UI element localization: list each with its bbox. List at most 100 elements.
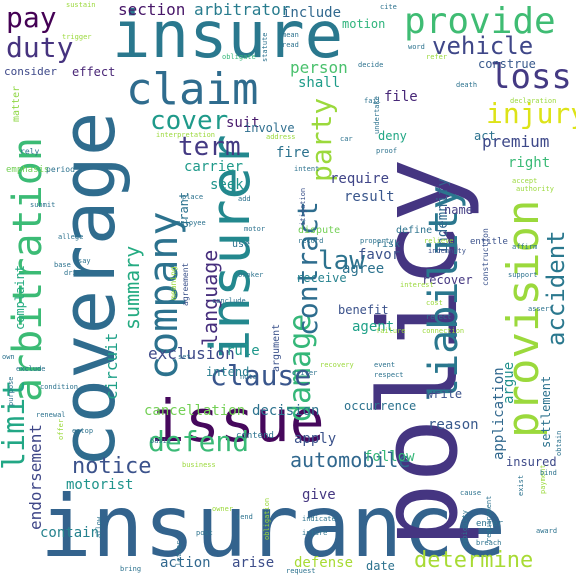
cloud-word: emphasis	[6, 165, 50, 175]
cloud-word: use	[232, 239, 251, 250]
cloud-word: carrier	[184, 159, 244, 175]
cloud-word: rule	[226, 343, 260, 359]
cloud-word: relieve	[424, 237, 454, 245]
cloud-word: respect	[374, 371, 404, 379]
cloud-word: say	[78, 257, 91, 265]
cloud-word: circuit	[102, 332, 121, 400]
cloud-word: person	[290, 58, 348, 77]
cloud-word: involve	[244, 121, 295, 135]
cloud-word: injure	[302, 529, 328, 537]
cloud-word: arbitrator	[194, 0, 291, 19]
cloud-word: estop	[72, 427, 94, 435]
cloud-word: write	[426, 387, 463, 401]
cloud-word: owner	[212, 505, 234, 513]
cloud-word: own	[2, 353, 15, 361]
cloud-word: authority	[516, 185, 554, 193]
cloud-word: connection	[422, 327, 465, 335]
cloud-word: entitle	[470, 237, 508, 247]
cloud-word: benefit	[338, 303, 389, 317]
cloud-word: act	[474, 129, 496, 143]
cloud-word: favor	[358, 247, 401, 263]
cloud-word: deny	[378, 129, 407, 143]
cloud-word: litigation	[299, 187, 307, 230]
cloud-word: matter	[11, 85, 22, 122]
cloud-word: obligate	[222, 53, 256, 61]
cloud-word: contend	[236, 431, 274, 441]
cloud-word: shall	[298, 75, 341, 91]
cloud-word: recovery	[320, 361, 354, 369]
cloud-word: provide	[404, 1, 556, 42]
cloud-word: obtain	[555, 430, 563, 456]
cloud-word: risk	[376, 239, 401, 250]
cloud-word: rely	[20, 147, 40, 156]
cloud-word: obligation	[263, 497, 271, 540]
cloud-word: post	[196, 529, 213, 537]
cloud-word: cover	[150, 106, 229, 136]
cloud-word: word	[408, 43, 425, 51]
cloud-word: award	[536, 527, 558, 535]
cloud-word: recover	[422, 273, 473, 287]
cloud-word: receive	[296, 271, 347, 285]
cloud-word: enter	[476, 519, 504, 529]
cloud-word: decision	[252, 403, 320, 419]
cloud-word: pay	[6, 1, 57, 34]
cloud-word: condition	[40, 383, 78, 391]
cloud-word: renewal	[36, 411, 66, 419]
cloud-word: assert	[528, 305, 554, 313]
cloud-word: defense	[294, 555, 354, 571]
cloud-word: drive	[64, 269, 86, 277]
cloud-word: accident	[542, 230, 570, 346]
cloud-word: allow	[95, 516, 103, 538]
cloud-word: event	[374, 361, 396, 369]
cloud-word: reject	[426, 313, 452, 321]
cloud-word: driver	[292, 369, 318, 377]
cloud-word: agreement	[181, 262, 190, 306]
cloud-word: file	[384, 89, 418, 105]
cloud-word: letter	[175, 540, 183, 566]
cloud-word: agree	[342, 261, 385, 277]
cloud-word: breach	[476, 539, 502, 547]
cloud-word: allege	[58, 233, 84, 241]
cloud-word: indicate	[302, 515, 336, 523]
cloud-word: motor	[244, 225, 266, 233]
cloud-word: contain	[40, 525, 100, 541]
cloud-word: section	[118, 0, 186, 19]
cloud-word: dispute	[298, 225, 341, 236]
cloud-word: complaint	[13, 264, 27, 330]
cloud-word: law	[318, 246, 365, 276]
cloud-word: employee	[172, 219, 206, 227]
cloud-word: note	[240, 373, 257, 381]
cloud-word: give	[302, 487, 336, 503]
cloud-word: date	[366, 559, 395, 573]
cloud-word: death	[456, 81, 478, 89]
cloud-word: intend	[206, 365, 250, 379]
cloud-word: argument	[271, 323, 282, 372]
cloud-word: bring	[120, 565, 142, 573]
cloud-word: follow	[364, 449, 415, 465]
cloud-word: loss	[490, 57, 572, 97]
cloud-word: vehicle	[432, 32, 534, 60]
cloud-word: term	[178, 132, 241, 162]
cloud-word: failure	[376, 327, 406, 335]
cloud-word: mean	[282, 31, 299, 39]
cloud-word: support	[508, 271, 538, 279]
cloud-word: insure	[112, 0, 344, 73]
cloud-word: add	[238, 195, 251, 203]
cloud-word: define	[396, 225, 433, 236]
cloud-word: insurance	[40, 477, 506, 576]
cloud-word: endorsement	[26, 424, 45, 530]
cloud-word: undertake	[373, 96, 381, 134]
cloud-word: cite	[380, 3, 397, 11]
cloud-word: requirement	[485, 495, 493, 542]
cloud-word: apply	[294, 431, 337, 447]
cloud-word: request	[286, 567, 316, 575]
cloud-word: exist	[517, 474, 525, 496]
cloud-word: basis	[150, 437, 172, 445]
cloud-word: period	[46, 165, 75, 174]
cloud-word: defend	[148, 425, 250, 458]
cloud-word: occurrence	[344, 399, 417, 413]
cloud-word: broker	[238, 271, 264, 279]
cloud-word: construction	[481, 228, 490, 286]
cloud-word: set	[178, 353, 191, 361]
cloud-word: result	[344, 189, 395, 205]
